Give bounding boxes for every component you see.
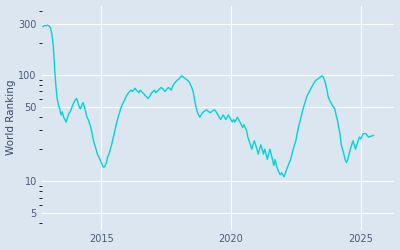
Y-axis label: World Ranking: World Ranking: [6, 80, 16, 155]
